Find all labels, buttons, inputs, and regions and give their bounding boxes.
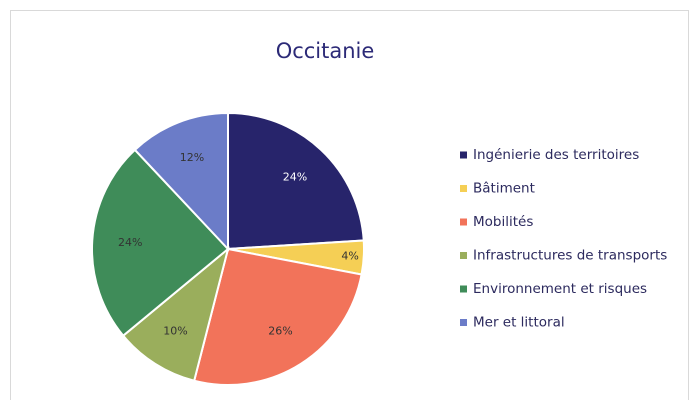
legend-label: Ingénierie des territoires [473, 147, 639, 163]
legend-label: Mobilités [473, 214, 533, 230]
pie-slice [192, 247, 363, 386]
pie-slice [121, 246, 230, 382]
legend-label: Mer et littoral [473, 315, 565, 331]
pie-slice [227, 111, 365, 251]
slice-label: 24% [283, 171, 307, 184]
legend-label: Bâtiment [473, 181, 535, 197]
slice-label: 12% [180, 151, 204, 164]
legend-swatch [460, 151, 467, 159]
legend-swatch [460, 185, 467, 192]
legend-label: Infrastructures de transports [473, 248, 667, 264]
pie-slice [91, 148, 230, 338]
slice-label: 4% [341, 250, 358, 263]
slice-label: 26% [268, 325, 292, 338]
legend-swatch [460, 252, 467, 259]
pie-slice [133, 111, 229, 252]
legend-label: Environnement et risques [473, 281, 647, 297]
slice-label: 10% [163, 325, 187, 338]
chart-title: Occitanie [276, 39, 375, 63]
legend-swatch [460, 285, 467, 293]
legend-swatch [460, 218, 467, 226]
legend-swatch [460, 319, 467, 326]
slice-label: 24% [118, 236, 142, 249]
